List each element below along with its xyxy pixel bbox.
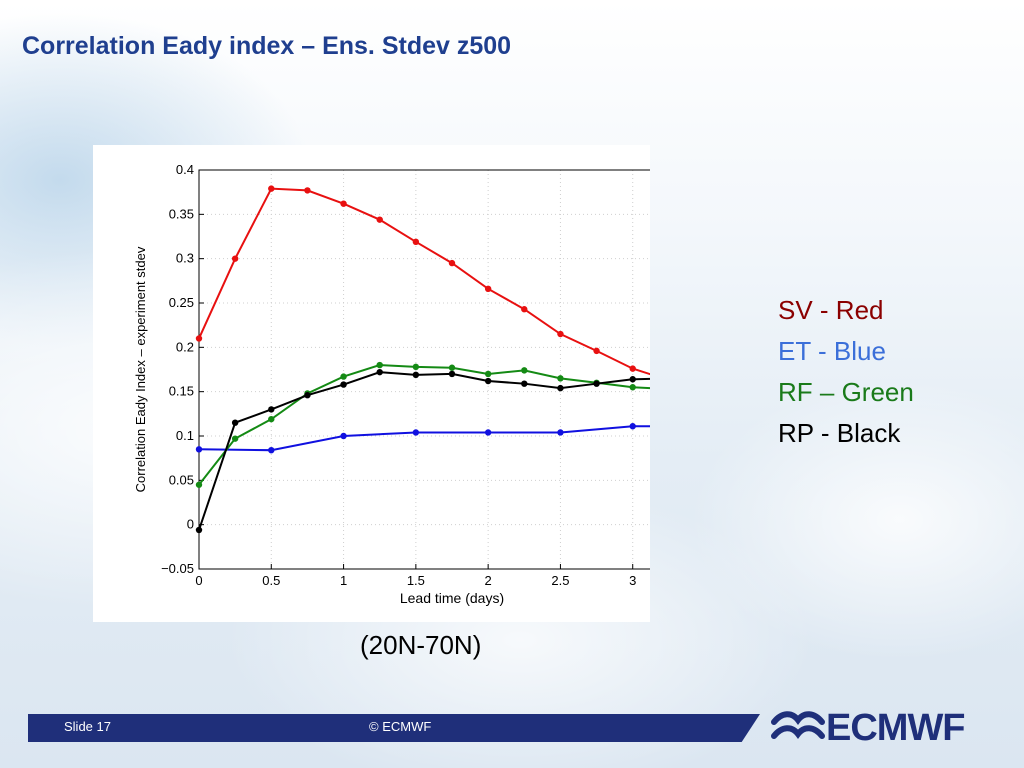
- y-tick-label: 0.1: [176, 428, 194, 443]
- series-line-1: [198, 425, 650, 452]
- data-point-1: [268, 446, 275, 454]
- legend-item-rf: RF – Green: [778, 377, 914, 407]
- data-point-3: [593, 380, 600, 387]
- data-point-0: [557, 330, 564, 338]
- data-point-0: [521, 306, 528, 313]
- series-line-2: [198, 364, 650, 486]
- data-point-2: [412, 363, 420, 371]
- data-point-2: [629, 384, 636, 391]
- data-point-1: [412, 429, 420, 436]
- data-point-0: [268, 185, 275, 192]
- plot-frame: [198, 169, 650, 570]
- data-point-3: [195, 526, 203, 534]
- data-point-2: [521, 367, 528, 374]
- ecmwf-wave-icon: [771, 711, 825, 739]
- data-point-1: [195, 446, 203, 453]
- data-point-0: [304, 187, 311, 194]
- data-point-3: [629, 376, 636, 383]
- data-point-2: [484, 370, 492, 378]
- slide-title: Correlation Eady index – Ens. Stdev z500: [22, 32, 512, 60]
- x-tick-label: 1.5: [407, 573, 425, 588]
- data-point-0: [448, 259, 456, 267]
- legend-item-sv: SV - Red: [778, 295, 884, 325]
- data-point-3: [268, 406, 275, 413]
- data-point-3: [448, 370, 456, 378]
- y-tick-label: 0.3: [176, 251, 194, 266]
- data-point-2: [268, 415, 275, 423]
- data-point-1: [557, 429, 564, 436]
- region-label: (20N-70N): [360, 630, 482, 660]
- x-tick-label: 2.5: [551, 573, 569, 588]
- data-point-3: [412, 371, 420, 379]
- data-point-2: [376, 361, 383, 369]
- data-point-1: [629, 423, 636, 430]
- data-point-2: [195, 481, 203, 488]
- x-axis-label: Lead time (days): [400, 590, 504, 606]
- x-tick-label: 3: [629, 573, 636, 588]
- data-point-3: [376, 368, 383, 376]
- data-point-3: [304, 392, 311, 399]
- ecmwf-logo: ECMWF: [770, 706, 986, 750]
- slide-number: Slide 17: [64, 719, 111, 734]
- series-line-0: [198, 187, 650, 376]
- data-point-0: [195, 335, 203, 342]
- footer-copyright: © ECMWF: [369, 719, 432, 734]
- y-tick-label: 0.05: [169, 472, 194, 487]
- data-point-2: [340, 373, 347, 380]
- data-point-3: [231, 419, 239, 426]
- data-point-0: [593, 347, 600, 355]
- data-point-2: [448, 364, 456, 371]
- y-tick-label: −0.05: [161, 561, 194, 576]
- data-point-0: [629, 365, 636, 372]
- legend-item-et: ET - Blue: [778, 336, 886, 366]
- y-tick-label: 0.2: [176, 339, 194, 354]
- y-tick-label: 0.25: [169, 295, 194, 310]
- data-point-2: [231, 435, 239, 442]
- footer-bar: [28, 714, 760, 742]
- legend-item-rp: RP - Black: [778, 418, 901, 448]
- series-legend: SV - Red ET - Blue RF – Green RP - Black: [778, 290, 914, 454]
- x-tick-label: 0: [195, 573, 202, 588]
- x-tick-label: 2: [485, 573, 492, 588]
- data-point-0: [340, 200, 347, 207]
- y-tick-label: 0.35: [169, 206, 194, 221]
- y-axis-label: Correlation Eady Index – experiment stde…: [133, 246, 148, 492]
- x-tick-label: 0.5: [262, 573, 280, 588]
- chart-panel: 00.511.522.533.5−0.0500.050.10.150.20.25…: [93, 145, 650, 622]
- data-point-2: [557, 375, 564, 382]
- data-point-0: [412, 238, 420, 246]
- x-tick-label: 1: [340, 573, 347, 588]
- data-point-3: [340, 381, 347, 388]
- data-point-1: [484, 429, 492, 436]
- line-chart: 00.511.522.533.5−0.0500.050.10.150.20.25…: [133, 162, 650, 606]
- data-point-0: [231, 255, 239, 262]
- y-tick-label: 0.15: [169, 384, 194, 399]
- logo-text: ECMWF: [826, 707, 966, 749]
- y-tick-label: 0.4: [176, 162, 194, 177]
- data-point-0: [484, 285, 492, 293]
- data-point-1: [340, 432, 347, 440]
- data-point-3: [557, 384, 564, 392]
- data-point-3: [521, 380, 528, 387]
- data-point-3: [484, 377, 492, 385]
- data-point-0: [376, 216, 383, 223]
- y-tick-label: 0: [187, 517, 194, 532]
